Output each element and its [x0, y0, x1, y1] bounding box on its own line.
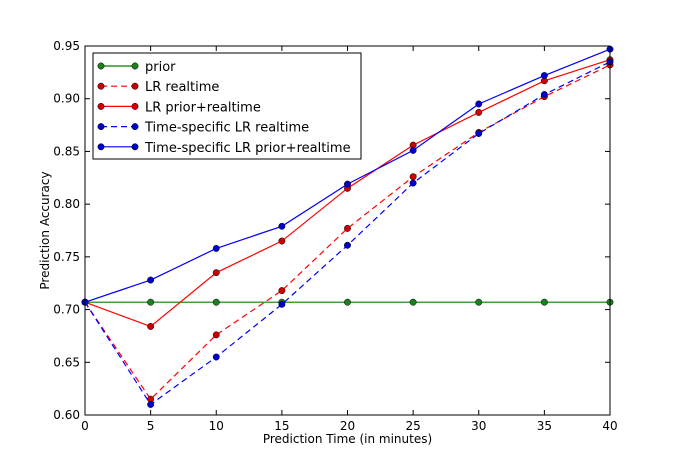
- x-tick-label: 5: [147, 419, 155, 433]
- series-prior: [81, 298, 614, 306]
- data-point: [475, 130, 483, 137]
- legend-label: LR realtime: [145, 80, 219, 95]
- series-line: [84, 64, 611, 401]
- data-point: [212, 353, 220, 361]
- data-point: [475, 108, 483, 116]
- data-point: [147, 401, 155, 408]
- data-point: [344, 298, 351, 306]
- data-point: [147, 276, 155, 284]
- data-point: [212, 244, 220, 252]
- data-point: [344, 224, 351, 232]
- x-tick-label: 0: [81, 419, 89, 433]
- legend-item: Time-specific LR realtime: [97, 121, 309, 136]
- x-tick-label: 10: [209, 419, 224, 433]
- x-axis-label: Prediction Time (in minutes): [263, 432, 432, 446]
- legend-marker: [97, 143, 105, 151]
- data-point: [147, 322, 155, 330]
- y-tick-label: 0.75: [53, 250, 80, 264]
- x-tick-label: 15: [274, 419, 289, 433]
- data-point: [278, 222, 286, 230]
- legend-item: Time-specific LR prior+realtime: [97, 141, 351, 156]
- data-point: [409, 179, 417, 187]
- x-tick-label: 35: [537, 419, 552, 433]
- data-point: [278, 300, 286, 308]
- y-tick-label: 0.60: [53, 408, 80, 422]
- legend-marker: [97, 82, 105, 90]
- legend-marker: [97, 62, 105, 70]
- ticks-layer: 0 5 10 15 20 25 30 35 40 0.60 0.65 0.70 0.75 0.80 0.85…: [53, 39, 617, 433]
- data-point: [212, 298, 220, 306]
- y-tick-label: 0.90: [53, 92, 80, 106]
- data-point: [540, 91, 548, 98]
- data-point: [344, 241, 351, 249]
- legend-marker: [97, 123, 105, 131]
- legend-marker: [131, 82, 139, 90]
- data-point: [147, 298, 155, 306]
- data-point: [409, 298, 417, 306]
- y-tick-label: 0.95: [53, 39, 80, 53]
- legend-marker: [131, 143, 139, 151]
- legend-label: LR prior+realtime: [145, 100, 261, 115]
- data-point: [212, 269, 220, 277]
- legend: prior LR realtime LR prior+realtime Time-sp…: [92, 52, 362, 160]
- x-tick-label: 25: [405, 419, 420, 433]
- data-point: [409, 146, 417, 154]
- data-point: [540, 298, 548, 306]
- y-tick-label: 0.85: [53, 144, 80, 158]
- x-tick-label: 40: [602, 419, 617, 433]
- y-tick-label: 0.70: [53, 303, 80, 317]
- y-tick-label: 0.80: [53, 197, 80, 211]
- legend-marker: [131, 102, 139, 110]
- legend-label: Time-specific LR prior+realtime: [144, 141, 351, 156]
- legend-label: Time-specific LR realtime: [144, 121, 309, 136]
- data-point: [212, 331, 220, 339]
- data-point: [278, 237, 286, 245]
- legend-item: prior: [97, 60, 176, 75]
- legend-marker: [131, 62, 139, 70]
- legend-marker: [97, 102, 105, 110]
- series-time-specific-lr-prior-realtime: [81, 45, 614, 306]
- legend-item: LR prior+realtime: [97, 100, 261, 115]
- data-point: [344, 180, 351, 188]
- legend-marker: [131, 123, 139, 131]
- data-point: [278, 287, 286, 295]
- series-layer: [81, 45, 614, 408]
- data-point: [409, 173, 417, 181]
- series-lr-prior-realtime: [81, 56, 614, 330]
- legend-item: LR realtime: [97, 80, 219, 95]
- x-tick-label: 20: [340, 419, 355, 433]
- y-tick-label: 0.65: [53, 355, 80, 369]
- plot-frame: [84, 45, 611, 416]
- data-point: [475, 298, 483, 306]
- data-point: [540, 72, 548, 79]
- legend-label: prior: [145, 60, 176, 75]
- data-point: [475, 100, 483, 108]
- y-axis-label: Prediction Accuracy: [38, 171, 52, 289]
- x-tick-label: 30: [471, 419, 486, 433]
